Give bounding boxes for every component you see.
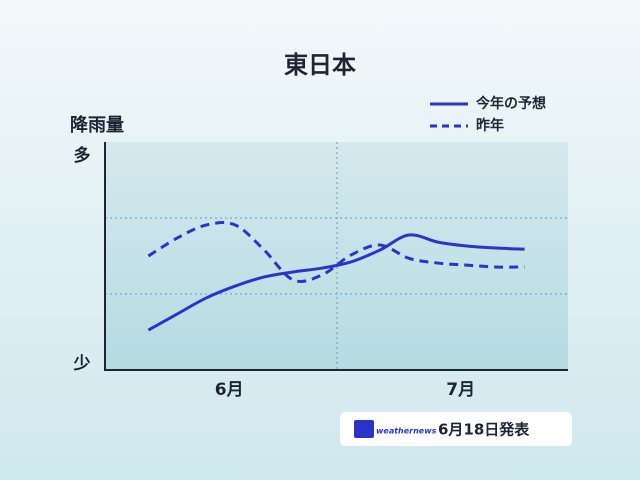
series-line (147, 221, 525, 283)
y-tick-label: 多 (74, 145, 91, 166)
y-axis-label: 降雨量 (70, 114, 124, 136)
legend-label: 今年の予想 (475, 95, 546, 112)
y-tick-label: 少 (73, 354, 91, 374)
x-tick-label: 6月 (215, 380, 244, 400)
logo-icon (354, 420, 374, 438)
source: weathernews (376, 427, 437, 436)
chart-title: 東日本 (284, 51, 356, 79)
x-tick-label: 7月 (446, 380, 475, 400)
badge (340, 412, 572, 446)
legend-label: 昨年 (476, 117, 504, 134)
plot-area (105, 142, 568, 370)
series-line (147, 233, 525, 332)
note: 6月18日発表 (438, 421, 530, 439)
